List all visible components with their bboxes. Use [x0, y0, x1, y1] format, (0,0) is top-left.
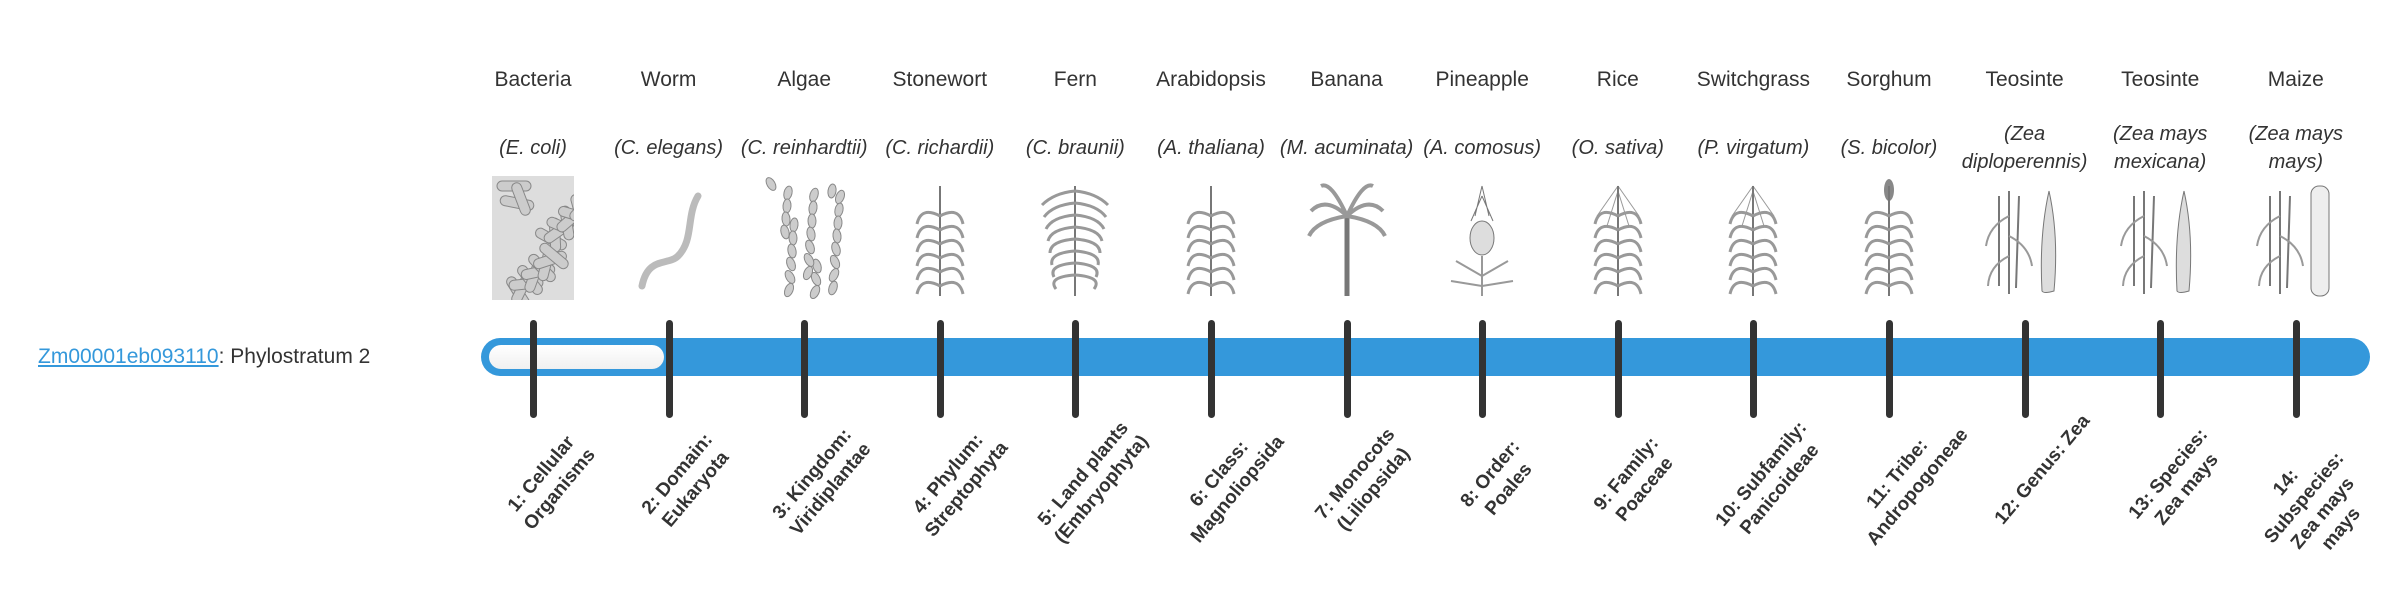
organism-common-name: Worm	[640, 68, 697, 91]
stratum-label: 14: Subspecies: Zea mays mays	[2260, 448, 2365, 555]
gene-id-link[interactable]: Zm00001eb093110	[38, 345, 219, 368]
organism-common-name: Teosinte	[1985, 68, 2064, 91]
organism-scientific-name-box: (P. virgatum)	[1685, 118, 1821, 178]
organism-scientific-name: (C. elegans)	[614, 137, 724, 159]
stratum-label: 3: Kingdom: Viridiplantae	[768, 424, 876, 540]
organism-scientific-name: (O. sativa)	[1571, 137, 1664, 159]
organism-common-name: Rice	[1596, 68, 1639, 91]
organism-scientific-name-box: (C. braunii)	[1007, 118, 1143, 178]
organism-common-name: Arabidopsis	[1156, 68, 1266, 91]
stratum-tick	[2292, 320, 2300, 418]
banana-icon	[1279, 176, 1415, 300]
stratum-label: 10: Subfamily: Panicoideae	[1712, 417, 1824, 539]
organism-scientific-name: (Zea mays mays)	[2248, 123, 2344, 173]
organism-scientific-name: (M. acuminata)	[1279, 137, 1414, 159]
organism-scientific-name-box: (E. coli)	[465, 118, 601, 178]
phylostratum-text: : Phylostratum 2	[218, 345, 371, 368]
gene-phylostratum-label: Zm00001eb093110: Phylostratum 2	[38, 342, 370, 372]
organism-common-name: Switchgrass	[1696, 68, 1810, 91]
organism-scientific-name: (C. braunii)	[1025, 137, 1125, 159]
bacteria-icon	[465, 176, 601, 300]
arabidopsis-icon	[1143, 176, 1279, 300]
stratum-tick	[2021, 320, 2029, 418]
stratum-label: 8: Order: Poales	[1456, 436, 1537, 520]
organism-scientific-name: (S. bicolor)	[1840, 137, 1938, 159]
organism-scientific-name: (C. reinhardtii)	[740, 137, 868, 159]
stratum-label: 2: Domain: Eukaryota	[637, 429, 733, 532]
organism-scientific-name-box: (C. richardii)	[872, 118, 1008, 178]
stratum-tick	[1479, 320, 1487, 418]
organism-scientific-name-box: (A. comosus)	[1414, 118, 1550, 178]
sorghum-icon	[1821, 176, 1957, 300]
stratum-tick	[801, 320, 809, 418]
stratum-label: 7: Monocots (Liliopsida)	[1311, 424, 1415, 535]
stratum-label: 12: Genus: Zea	[1990, 410, 2095, 529]
teosinte-icon	[2092, 176, 2228, 300]
organism-scientific-name-box: (Zea mays mexicana)	[2092, 118, 2228, 178]
organism-scientific-name-box: (Zea mays mays)	[2228, 118, 2364, 178]
switchgrass-icon	[1685, 176, 1821, 300]
algae-icon	[736, 176, 872, 300]
organism-scientific-name-box: (O. sativa)	[1550, 118, 1686, 178]
organism-scientific-name: (Zea mays mexicana)	[2112, 123, 2208, 173]
stonewort-icon	[872, 176, 1008, 300]
teosinte-icon	[1957, 176, 2093, 300]
rice-icon	[1550, 176, 1686, 300]
pineapple-icon	[1414, 176, 1550, 300]
stratum-label: 9: Family: Poaceae	[1589, 433, 1678, 526]
organism-common-name: Algae	[777, 68, 832, 91]
organism-scientific-name-box: (A. thaliana)	[1143, 118, 1279, 178]
organism-scientific-name: (A. comosus)	[1423, 137, 1542, 159]
stratum-label: 1: Cellular Organisms	[503, 432, 600, 535]
organism-common-name: Pineapple	[1435, 68, 1529, 91]
stratum-tick	[1072, 320, 1080, 418]
stratum-tick	[1614, 320, 1622, 418]
organism-scientific-name-box: (C. elegans)	[601, 118, 737, 178]
organism-common-name: Bacteria	[494, 68, 572, 91]
phylostratum-bar	[481, 338, 2370, 376]
stratum-tick	[1208, 320, 1215, 418]
stratum-label: 13: Species: Zea mays	[2124, 424, 2223, 530]
stratum-tick	[1750, 320, 1758, 418]
organism-scientific-name-box: (S. bicolor)	[1821, 118, 1957, 178]
organism-common-name: Banana	[1310, 68, 1383, 91]
organism-scientific-name: (E. coli)	[499, 137, 567, 159]
organism-scientific-name-box: (Zea diploperennis)	[1957, 118, 2093, 178]
stratum-tick	[530, 320, 537, 418]
stratum-tick	[1886, 320, 1893, 418]
stratum-label: 5: Land plants (Embryophyta)	[1034, 417, 1154, 548]
maize-icon	[2228, 176, 2364, 300]
organism-scientific-name: (Zea diploperennis)	[1961, 123, 2088, 173]
worm-icon	[601, 176, 737, 300]
stratum-tick	[665, 320, 673, 418]
phylostratum-fill	[489, 345, 664, 369]
stratum-label: 4: Phylum: Streptophyta	[908, 430, 1013, 542]
organism-common-name: Maize	[2267, 68, 2324, 91]
organism-scientific-name: (C. richardii)	[885, 137, 995, 159]
organism-scientific-name: (A. thaliana)	[1157, 137, 1265, 159]
stratum-label: 11: Tribe: Andropogoneae	[1862, 424, 1973, 550]
stratum-tick	[1343, 320, 1351, 418]
organism-common-name: Fern	[1053, 68, 1097, 91]
stratum-tick	[936, 320, 944, 418]
stratum-tick	[2157, 320, 2165, 418]
organism-common-name: Teosinte	[2121, 68, 2200, 91]
organism-scientific-name: (P. virgatum)	[1697, 137, 1810, 159]
fern-icon	[1007, 176, 1143, 300]
stratum-label: 6: Class: Magnoliopsida	[1185, 431, 1289, 548]
organism-common-name: Stonewort	[892, 68, 988, 91]
organism-scientific-name-box: (M. acuminata)	[1279, 118, 1415, 178]
organism-scientific-name-box: (C. reinhardtii)	[736, 118, 872, 178]
organism-common-name: Sorghum	[1846, 68, 1932, 91]
